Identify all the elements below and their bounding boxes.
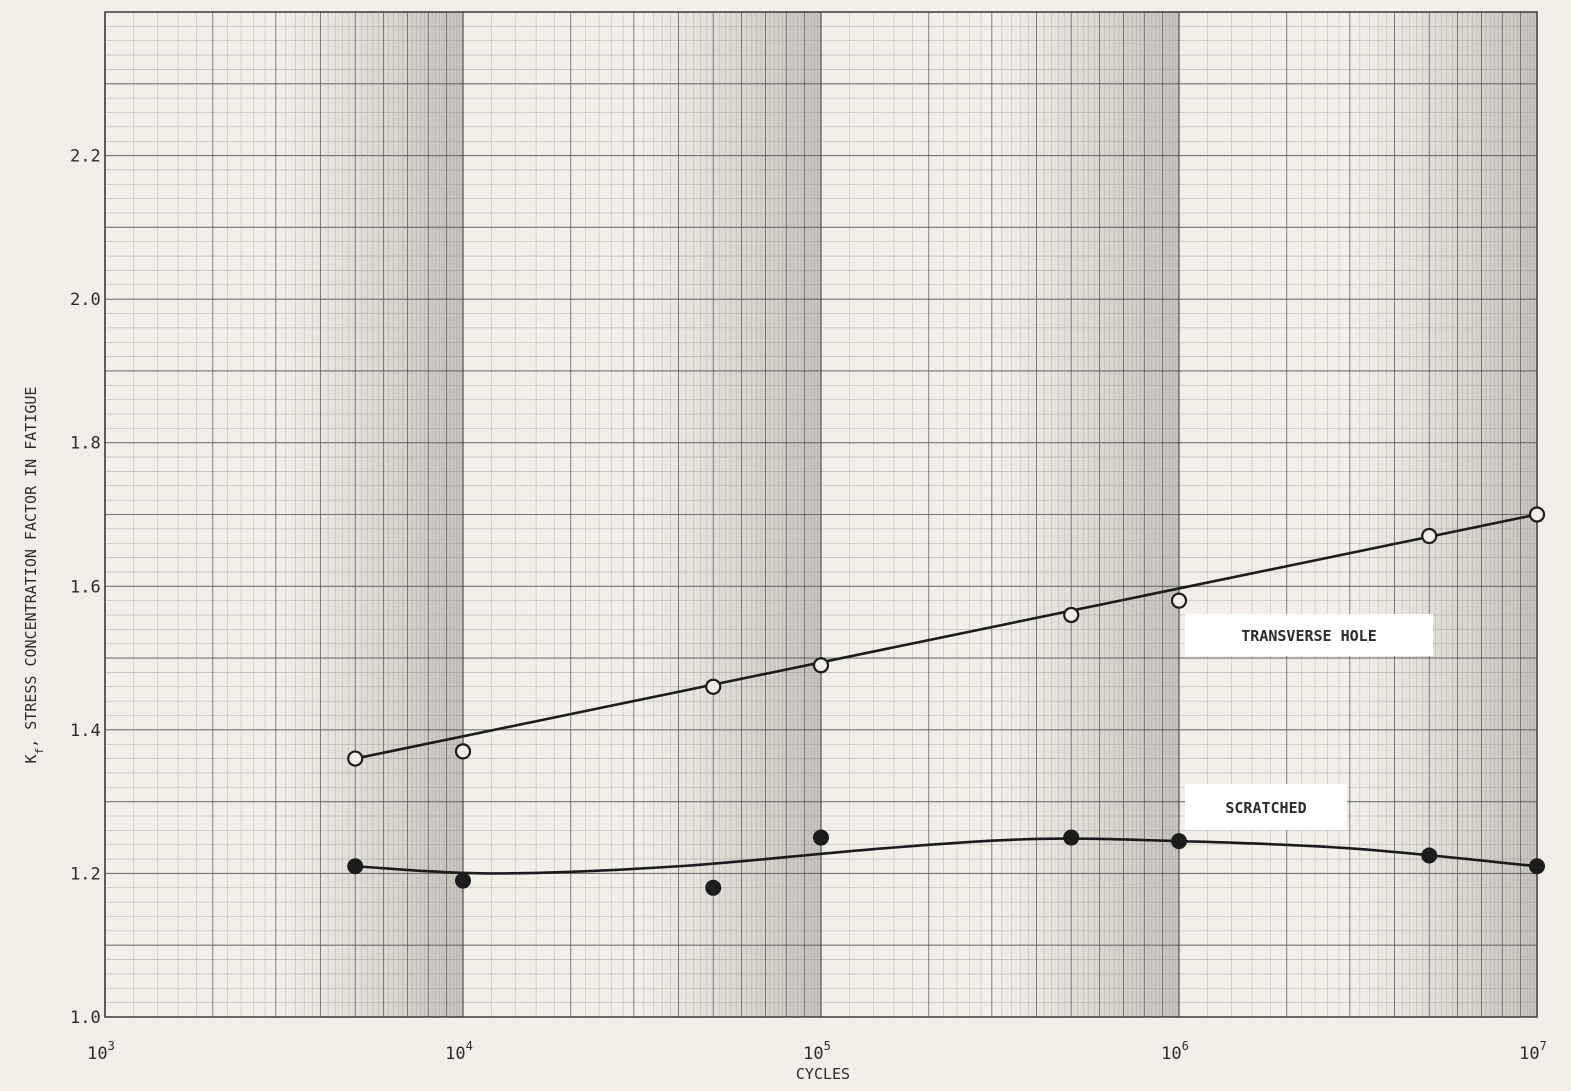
y-axis-label: Kf, STRESS CONCENTRATION FACTOR IN FATIG… [22, 387, 46, 764]
x-tick-label: 103 [87, 1039, 115, 1064]
y-tick-label: 1.8 [70, 434, 101, 454]
series-label-transverse-hole: TRANSVERSE HOLE [1241, 627, 1376, 645]
grid [104, 11, 1538, 1018]
data-point-scratched [455, 872, 471, 889]
data-point-scratched [347, 858, 364, 875]
series-line-transverse-hole [353, 513, 1539, 760]
data-point-transverse-hole [705, 678, 722, 695]
data-point-scratched [1063, 829, 1080, 846]
data-point-transverse-hole [454, 743, 472, 760]
x-tick-label: 106 [1161, 1039, 1189, 1064]
y-tick-label: 1.4 [70, 721, 101, 741]
series-line-scratched [353, 837, 1539, 875]
data-point-transverse-hole [347, 750, 364, 767]
x-tick-label: 104 [445, 1039, 473, 1064]
y-axis-symbol-subscript: f [33, 748, 46, 755]
x-tick-exponent: 4 [466, 1039, 473, 1053]
data-point-transverse-hole [1063, 606, 1080, 624]
x-tick-exponent: 6 [1182, 1039, 1189, 1053]
y-tick-label: 2.0 [70, 290, 101, 310]
series-labels: TRANSVERSE HOLE SCRATCHED [1185, 614, 1433, 830]
data-point-scratched [1171, 833, 1187, 850]
data-point-scratched [705, 879, 722, 896]
x-tick-base: 10 [87, 1044, 107, 1064]
x-tick-base: 10 [1161, 1044, 1181, 1064]
data-point-scratched [813, 829, 829, 846]
series-label-scratched: SCRATCHED [1225, 799, 1306, 817]
data-point-transverse-hole [812, 657, 830, 674]
x-tick-exponent: 3 [108, 1039, 115, 1053]
x-tick-label: 107 [1519, 1039, 1547, 1064]
y-tick-label: 1.6 [70, 577, 101, 597]
y-tick-label: 2.2 [70, 147, 101, 167]
data-point-scratched [1529, 858, 1545, 875]
data-point-transverse-hole [1421, 527, 1438, 545]
series-label-box-transverse-hole [1185, 614, 1433, 656]
y-axis-symbol: K [22, 754, 40, 763]
y-axis-label-text: , STRESS CONCENTRATION FACTOR IN FATIGUE [22, 387, 40, 748]
x-tick-base: 10 [803, 1044, 823, 1064]
x-tick-base: 10 [445, 1044, 465, 1064]
data-point-transverse-hole [1528, 506, 1546, 523]
x-tick-exponent: 7 [1540, 1039, 1547, 1053]
data-markers [347, 506, 1546, 896]
x-tick-exponent: 5 [824, 1039, 831, 1053]
y-tick-label: 1.0 [70, 1008, 101, 1028]
data-point-scratched [1421, 847, 1438, 864]
data-point-transverse-hole [1170, 592, 1188, 609]
x-tick-base: 10 [1519, 1044, 1539, 1064]
curves [353, 513, 1539, 875]
y-tick-label: 1.2 [70, 864, 101, 884]
x-tick-labels: 103 104 105 106 107 [87, 1039, 1547, 1064]
x-axis-label: CYCLES [796, 1065, 850, 1083]
series-label-box-scratched [1185, 784, 1347, 830]
y-tick-labels: 1.0 1.2 1.4 1.6 1.8 2.0 2.2 [70, 147, 101, 1028]
x-tick-label: 105 [803, 1039, 831, 1064]
